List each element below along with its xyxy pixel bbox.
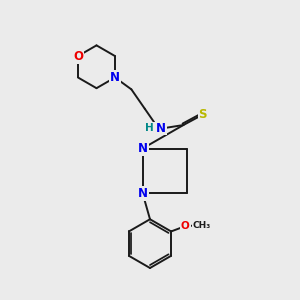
Text: N: N xyxy=(110,71,120,84)
Text: CH₃: CH₃ xyxy=(193,221,211,230)
Text: N: N xyxy=(138,142,148,155)
Text: S: S xyxy=(199,108,207,121)
Text: O: O xyxy=(73,50,83,63)
Text: N: N xyxy=(156,122,166,134)
Text: H: H xyxy=(146,123,154,133)
Text: O: O xyxy=(181,221,190,231)
Text: N: N xyxy=(138,187,148,200)
